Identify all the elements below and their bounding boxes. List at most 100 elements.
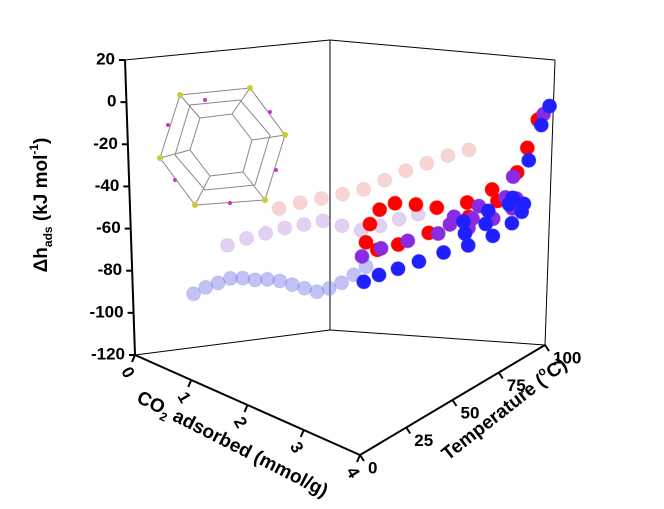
y-tick-label: 100 [553,348,581,367]
data-point [315,213,331,229]
data-point [390,261,406,277]
x-tick-label: 3 [286,439,307,457]
data-point [297,280,313,296]
data-point [334,218,350,234]
data-point [373,240,389,256]
x-tick [243,404,249,413]
z-axis-title-part: (kJ mol [31,155,52,227]
data-point [210,275,226,291]
z-tick-label: -60 [96,218,121,237]
z-tick-label: -100 [90,302,124,321]
y-tick [359,454,365,462]
data-point [419,155,435,171]
data-point [377,172,393,188]
x-tick-label: 0 [117,364,138,382]
data-point [219,237,235,253]
data-point [521,152,537,168]
y-tick-label: 25 [414,431,433,450]
frame-line [329,39,556,61]
z-tick-label: -20 [93,134,118,153]
structure-inset [157,85,288,208]
data-point [436,245,452,260]
data-point [430,226,446,242]
data-point [478,216,494,232]
z-tick-label: -120 [91,344,125,363]
z-tick-label: -40 [95,176,120,195]
data-point [391,211,407,227]
data-point [292,195,308,211]
z-axis-title-part: -1 [27,144,41,155]
y-tick-label: 0 [368,458,377,477]
data-point [371,267,387,283]
data-point [313,190,329,206]
data-point [457,226,473,242]
data-point [272,273,288,289]
z-axis-title: Δhads (kJ mol-1) [27,138,55,273]
data-point [442,216,458,232]
y-tick [405,426,412,435]
data-point [284,277,300,293]
y-tick [451,399,458,407]
data-point [335,186,350,202]
data-point [198,279,214,295]
y-tick-label: 50 [461,403,480,422]
x-tick [356,454,361,463]
data-point [485,228,501,244]
data-point [542,98,558,114]
y-axis-title: Temperature (oC) [436,351,572,465]
axis-line [124,59,136,356]
data-point [480,203,496,219]
z-axis-title-part: ) [31,138,52,144]
z-tick-label: 0 [107,92,116,111]
z-tick-label: -80 [98,260,123,279]
data-point [505,190,521,206]
x-tick [131,354,136,363]
data-point [277,220,293,236]
data-point [356,181,372,197]
data-point [247,272,263,288]
data-point [222,270,238,286]
data-point [296,217,312,233]
y-tick [497,371,504,380]
data-point [358,234,374,250]
data-point [333,275,349,291]
data-point [309,284,325,300]
data-point [400,233,416,249]
data-point [362,216,378,232]
data-point [429,200,445,216]
x-tick-label: 4 [342,464,363,482]
data-point [519,140,535,156]
y-tick [544,344,550,352]
x-tick [187,379,193,388]
data-point [321,280,337,296]
data-point [372,202,388,218]
frame-line [329,329,546,346]
data-point [411,254,427,270]
z-axis-title-part: Δh [31,247,52,272]
z-axis-title-part: ads [41,226,55,247]
data-point [398,163,414,179]
frame-line [124,39,331,61]
data-point [258,225,274,241]
data-point [504,215,520,231]
data-point [235,270,251,286]
data-point [533,117,549,133]
z-tick-label: 20 [96,49,115,68]
y-tick-label: 75 [507,376,526,395]
data-point [440,148,456,164]
y-axis-title-part: Temperature ( [438,371,550,465]
data-point [387,195,403,211]
frame-line [134,329,331,356]
data-point [271,201,287,217]
data-point [505,169,521,185]
data-point [408,197,424,213]
data-point [239,230,255,246]
data-point [461,142,477,158]
data-point [259,271,275,287]
data-point [354,248,370,264]
x-tick [299,429,305,438]
x-tick-label: 2 [230,414,251,432]
data-point [186,286,202,302]
data-point [356,274,372,290]
